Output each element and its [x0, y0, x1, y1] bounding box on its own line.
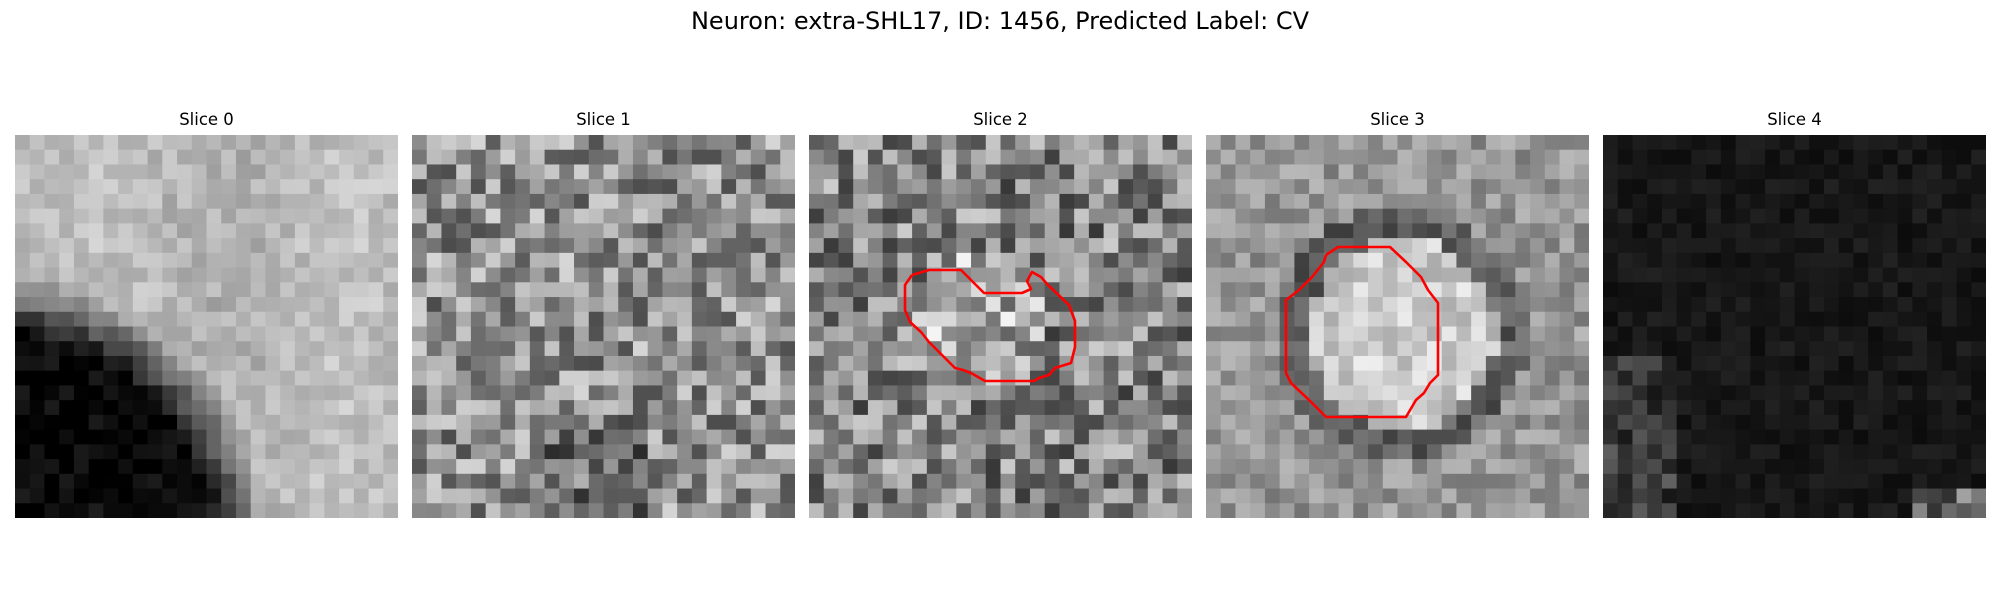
segmentation-contour: [903, 268, 1077, 383]
slice-panel-0: Slice 0: [15, 108, 398, 518]
pixel-grid: [412, 135, 795, 518]
segmentation-contour: [1284, 245, 1440, 419]
pixel-grid: [1603, 135, 1986, 518]
slice-image: [1603, 135, 1986, 518]
contour-line: [903, 268, 1077, 383]
slice-title: Slice 4: [1767, 110, 1822, 129]
slice-image: [809, 135, 1192, 518]
contour-line: [1284, 245, 1440, 419]
pixel-grid: [15, 135, 398, 518]
slice-panel-1: Slice 1: [412, 108, 795, 518]
slice-title: Slice 2: [973, 110, 1028, 129]
slice-image: [412, 135, 795, 518]
slice-image: [15, 135, 398, 518]
slice-image: [1206, 135, 1589, 518]
slice-title: Slice 3: [1370, 110, 1425, 129]
pixel-grid: [1206, 135, 1589, 518]
slice-panel-2: Slice 2: [809, 108, 1192, 518]
slice-panel-4: Slice 4: [1603, 108, 1986, 518]
slice-title: Slice 0: [179, 110, 234, 129]
slice-title: Slice 1: [576, 110, 631, 129]
pixel-grid: [809, 135, 1192, 518]
slice-panel-3: Slice 3: [1206, 108, 1589, 518]
figure-title: Neuron: extra-SHL17, ID: 1456, Predicted…: [690, 7, 1310, 35]
